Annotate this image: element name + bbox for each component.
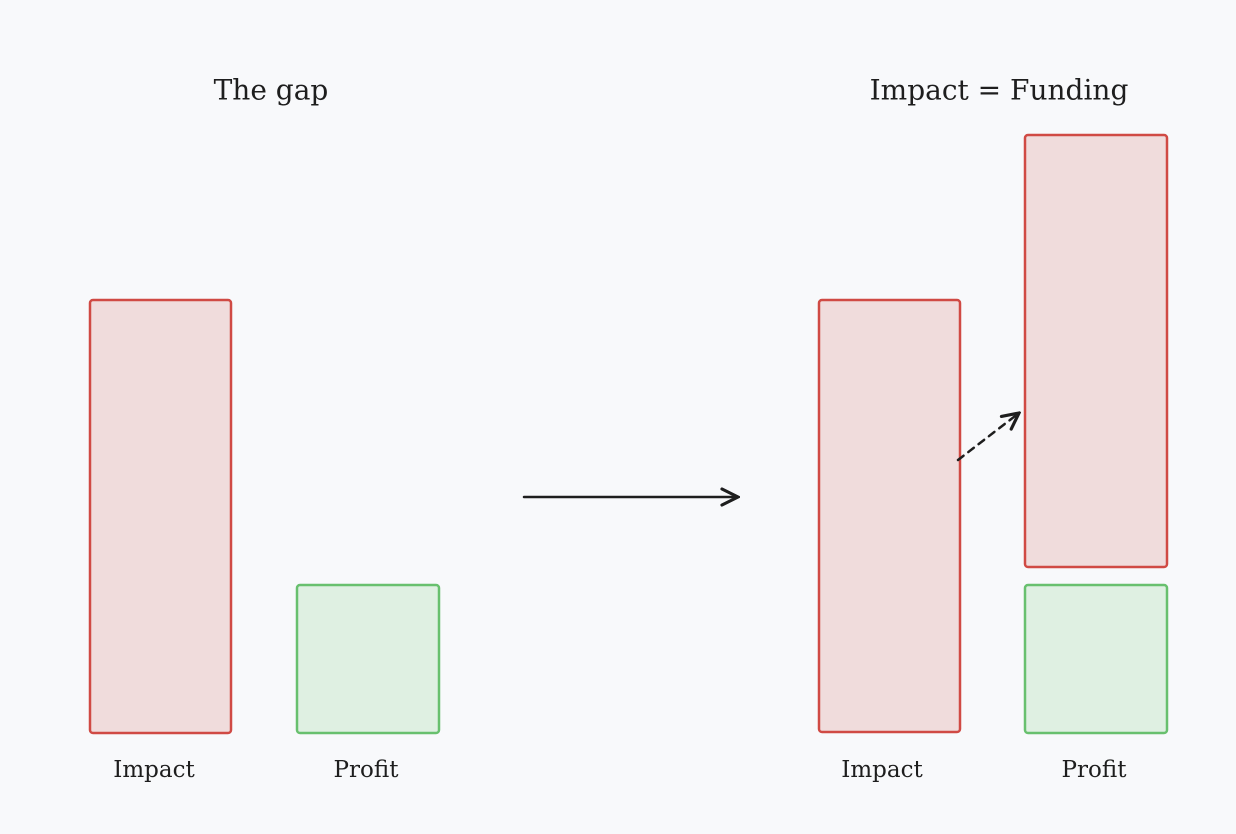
impact-box [88, 298, 233, 735]
impact-box [817, 298, 962, 734]
profit-label: Profit [1062, 757, 1128, 783]
funding-box [1023, 133, 1169, 569]
profit-box [295, 583, 441, 735]
impact-label: Impact [113, 757, 195, 783]
impact-label: Impact [841, 757, 923, 783]
dashed-arrow [956, 413, 1019, 462]
profit-label: Profit [334, 757, 400, 783]
profit-box [1023, 583, 1169, 735]
right-title: Impact = Funding [870, 74, 1129, 107]
left-title: The gap [214, 74, 329, 107]
